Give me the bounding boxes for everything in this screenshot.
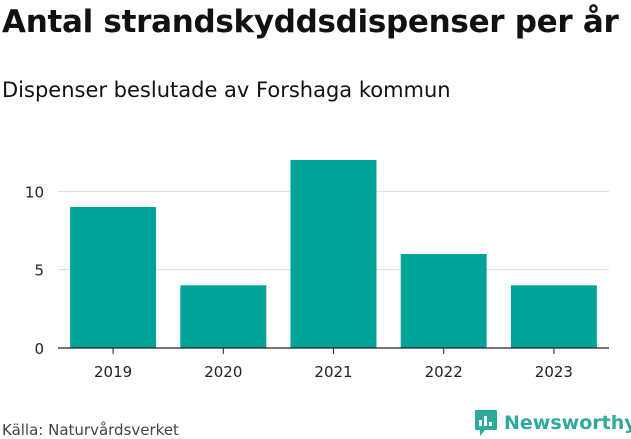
bar-2020	[180, 285, 267, 348]
newsworthy-logo-icon	[475, 410, 497, 436]
bar-2022	[400, 254, 487, 348]
chart-subtitle: Dispenser beslutade av Forshaga kommun	[2, 78, 451, 102]
x-tick-label: 2020	[204, 363, 242, 381]
brand-name: Newsworthy	[504, 412, 631, 434]
bar-2021	[290, 160, 377, 348]
brand-logo: Newsworthy	[474, 409, 631, 437]
y-tick-label: 10	[25, 183, 44, 201]
bar-2023	[510, 285, 597, 348]
source-note: Källa: Naturvårdsverket	[2, 421, 179, 439]
y-tick-label: 0	[34, 340, 44, 358]
bar-2019	[70, 207, 157, 348]
y-tick-label: 5	[34, 262, 44, 280]
x-tick-label: 2021	[314, 363, 352, 381]
x-tick-label: 2022	[425, 363, 463, 381]
chart-title: Antal strandskyddsdispenser per år	[2, 4, 619, 40]
x-tick-label: 2023	[535, 363, 573, 381]
x-tick-label: 2019	[94, 363, 132, 381]
